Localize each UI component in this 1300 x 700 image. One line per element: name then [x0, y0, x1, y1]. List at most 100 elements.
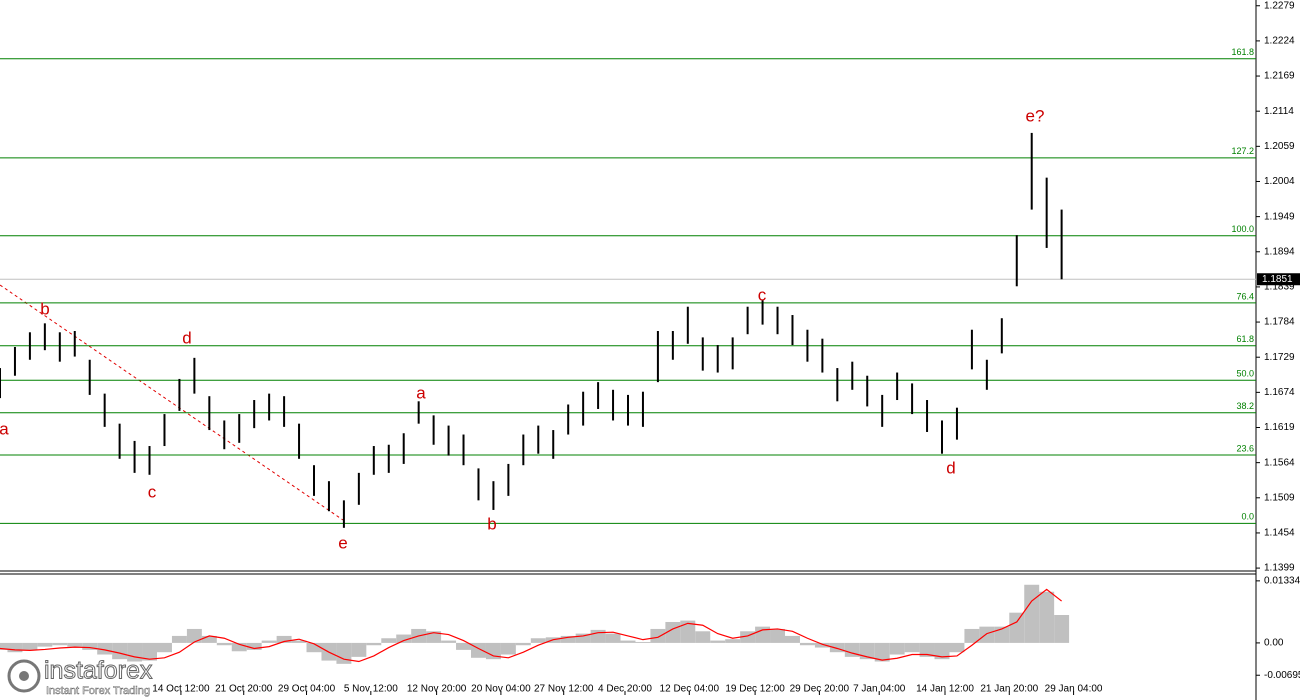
price-bar: [671, 331, 674, 360]
osc-bar: [276, 635, 292, 643]
osc-bar: [186, 628, 202, 643]
osc-bar: [171, 635, 187, 643]
price-bar: [985, 359, 988, 390]
price-bar: [806, 329, 809, 362]
wave-label: a: [0, 419, 9, 438]
y-tick-label: 0.00: [1264, 638, 1284, 649]
fib-level-label: 38.2: [1236, 401, 1254, 411]
x-tick-label: 29 Dec 20:00: [790, 684, 850, 695]
osc-bar: [0, 642, 8, 650]
price-bar: [866, 375, 869, 407]
y-tick-label: 1.2279: [1264, 0, 1295, 11]
price-bar: [686, 306, 689, 344]
osc-bar: [500, 642, 516, 655]
x-tick-label: 5 Nov 12:00: [344, 684, 398, 695]
x-tick-label: 12 Dec 04:00: [660, 684, 720, 695]
price-bar: [1015, 235, 1018, 287]
y-tick-label: 1.2169: [1264, 71, 1295, 82]
fib-level-label: 127.2: [1231, 146, 1254, 156]
price-bar: [537, 425, 540, 454]
y-tick-label: 1.1619: [1264, 422, 1295, 433]
price-bar: [507, 463, 510, 496]
osc-bar: [515, 642, 531, 646]
price-bar: [776, 306, 779, 335]
osc-bar: [381, 638, 397, 643]
wave-label: a: [416, 383, 426, 402]
x-tick-label: 21 Oct 20:00: [215, 684, 273, 695]
osc-bar: [650, 628, 666, 643]
osc-bar: [52, 642, 68, 646]
price-bar: [118, 423, 121, 459]
osc-bar: [964, 628, 980, 643]
y-tick-label: 1.2114: [1264, 106, 1294, 117]
price-bar: [1030, 132, 1033, 210]
price-bar: [567, 404, 570, 435]
price-bar: [268, 393, 271, 421]
osc-bar: [67, 642, 83, 647]
price-bar: [298, 423, 301, 459]
price-bar: [582, 391, 585, 426]
y-tick-label: 1.1729: [1264, 352, 1295, 363]
osc-bar: [1039, 591, 1055, 643]
price-bar: [597, 382, 600, 409]
y-tick-label: 1.1509: [1264, 492, 1295, 503]
osc-bar: [680, 620, 696, 643]
fib-level-label: 161.8: [1231, 47, 1254, 57]
osc-bar: [7, 642, 23, 653]
price-bar: [432, 415, 435, 445]
x-tick-label: 14 Oct 12:00: [152, 684, 210, 695]
price-bar: [327, 481, 330, 512]
osc-bar: [829, 642, 845, 653]
price-bar: [148, 446, 151, 475]
osc-bar: [755, 626, 771, 643]
price-bar: [761, 300, 764, 325]
price-bar: [387, 444, 390, 473]
price-bar: [313, 465, 315, 496]
osc-bar: [485, 642, 501, 660]
price-bar: [552, 430, 555, 459]
osc-bar: [261, 640, 277, 643]
price-bar: [716, 345, 719, 373]
price-bar: [746, 306, 749, 335]
wave-label: b: [40, 299, 49, 318]
osc-bar: [306, 642, 322, 653]
price-bar: [731, 337, 734, 370]
fib-level-label: 0.0: [1241, 512, 1254, 522]
fib-level-label: 50.0: [1236, 369, 1254, 379]
osc-bar: [695, 631, 711, 643]
osc-bar: [456, 642, 471, 650]
price-bar: [447, 425, 450, 456]
price-bar: [881, 394, 884, 427]
price-bar: [238, 414, 241, 443]
wave-label: b: [487, 514, 496, 533]
y-tick-label: 1.1399: [1264, 563, 1295, 574]
price-bar: [701, 337, 704, 371]
signal-line: [0, 588, 1062, 663]
price-bar: [208, 396, 211, 431]
osc-bar: [97, 642, 113, 655]
osc-bar: [770, 628, 785, 643]
price-bar: [970, 329, 973, 370]
logo-icon: [19, 671, 29, 681]
x-tick-label: 12 Nov 20:00: [407, 684, 467, 695]
osc-bar: [1024, 584, 1040, 643]
x-tick-label: 21 Jan 20:00: [980, 684, 1038, 695]
osc-bar: [1054, 615, 1070, 643]
osc-bar: [216, 642, 232, 646]
osc-bar: [949, 642, 965, 653]
osc-bar: [710, 640, 726, 643]
price-bar: [462, 434, 465, 466]
osc-bar: [1009, 612, 1025, 643]
osc-bar: [844, 642, 860, 657]
osc-bar: [785, 635, 800, 643]
osc-bar: [246, 642, 262, 650]
wave-label: c: [758, 285, 767, 304]
osc-bar: [396, 634, 412, 643]
osc-bar: [112, 642, 128, 660]
logo-tagline: Instant Forex Trading: [46, 685, 150, 697]
x-tick-label: 20 Nov 04:00: [471, 684, 531, 695]
x-tick-label: 27 Nov 12:00: [534, 684, 594, 695]
price-bar: [1000, 318, 1003, 354]
x-tick-label: 29 Oct 04:00: [278, 684, 336, 695]
price-bar: [163, 414, 166, 447]
